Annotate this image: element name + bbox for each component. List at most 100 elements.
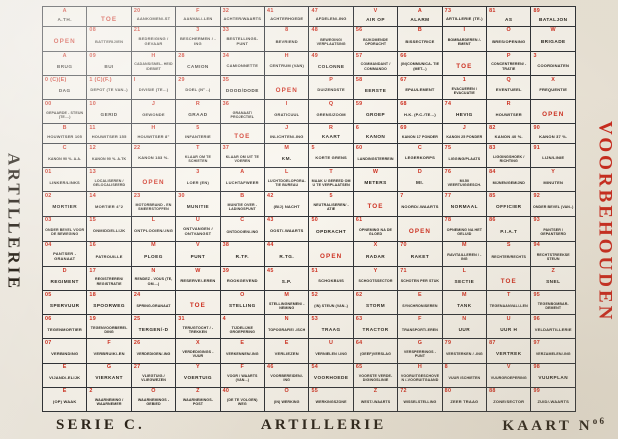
code-cell[interactable]: P CONCENTREREN/ -TRATIE: [486, 51, 532, 77]
code-cell[interactable]: 25 TERGEN/-D: [130, 314, 177, 340]
code-cell[interactable]: 95 TEGENBOMBAR- DEMENT: [530, 290, 576, 316]
code-cell[interactable]: 08 BATTERIJ/EN: [86, 25, 132, 53]
code-cell[interactable]: C LEGERKORPS: [397, 143, 443, 169]
code-cell[interactable]: F TRANSPORT/-EREN: [397, 314, 443, 340]
code-cell[interactable]: TOE: [86, 6, 132, 27]
code-cell[interactable]: 62 STORM: [352, 290, 399, 316]
code-cell[interactable]: Q GRENS/ZOOM: [308, 99, 354, 125]
code-cell[interactable]: N RENDEZ - VOUS (TE, OM....): [130, 266, 177, 292]
code-cell[interactable]: P DUIZENDSTE: [308, 75, 354, 101]
code-cell[interactable]: 5 NEUTRALISEREN/ -ATIE: [308, 191, 354, 217]
code-cell[interactable]: 1 (C)(F.) DEPOT (TE VAN..): [86, 75, 132, 101]
code-cell[interactable]: V AIR OP: [352, 6, 399, 27]
code-cell[interactable]: 17 REGISTREREN/ REGISTRATIE: [86, 266, 132, 292]
code-cell[interactable]: V PUNT: [175, 240, 221, 268]
code-cell[interactable]: C KANON 90 %. A.A.: [41, 143, 88, 169]
code-cell[interactable]: O STELLING: [219, 290, 266, 316]
code-cell[interactable]: 55 WERKINGSZONE: [308, 386, 354, 413]
code-cell[interactable]: L LUCHTDOELOPGRA- TIE BUREAU: [264, 167, 310, 193]
code-cell[interactable]: 50 OPDRACHT: [308, 215, 354, 242]
code-cell[interactable]: A BRUG: [41, 51, 88, 77]
code-cell[interactable]: 80 ZEER TRAAG: [441, 386, 488, 413]
code-cell[interactable]: C ONTDOOIEN/-ING: [219, 215, 266, 242]
code-cell[interactable]: 30 MUNITIE: [175, 191, 221, 217]
code-cell[interactable]: G VERSPERRINGS - PUNT: [397, 338, 443, 364]
code-cell[interactable]: 7 NOORD/-WAARTS: [397, 191, 443, 217]
code-cell[interactable]: 01 LINKER/LINKS: [41, 167, 88, 193]
code-cell[interactable]: 28 CAMION: [175, 51, 221, 77]
code-cell[interactable]: L SECTIE: [441, 266, 488, 292]
code-cell[interactable]: 16 PATROUILLE: [86, 240, 132, 268]
code-cell[interactable]: O BRES/OPENING: [486, 25, 532, 53]
code-cell[interactable]: 0 (C)(E) DAG: [41, 75, 88, 101]
code-cell[interactable]: Y MINUTEN: [530, 167, 576, 193]
code-cell[interactable]: 3 BESCHERMEN / -ING: [175, 25, 221, 53]
code-cell[interactable]: 96 VELDARTILLERIE: [530, 314, 576, 340]
code-cell[interactable]: Y VOERTUIG: [175, 362, 221, 388]
code-cell[interactable]: 69 KANON 17 PONDER: [397, 123, 443, 145]
code-cell[interactable]: 21 BEDREIGING / GEVAAR: [130, 25, 177, 53]
code-cell[interactable]: 43 OOST/-WAARTS: [264, 215, 310, 242]
code-cell[interactable]: B HOUWITSER 105: [41, 123, 88, 145]
code-cell[interactable]: 36 GRANAAT/ PROJECTIEL: [219, 99, 266, 125]
code-cell[interactable]: 5 KORTE GRENS: [308, 143, 354, 169]
code-cell[interactable]: 8 BEVRIEND: [264, 25, 310, 53]
code-cell[interactable]: OPEN: [530, 99, 576, 125]
code-cell[interactable]: U ONTVANGEN / ONTVANGST: [175, 215, 221, 242]
code-cell[interactable]: 06 TEGENMORTIER: [41, 314, 88, 340]
code-cell[interactable]: X VERDEDIGINGS - VUUR: [175, 338, 221, 364]
code-cell[interactable]: 51 SCHOKBUIS: [308, 266, 354, 292]
code-cell[interactable]: U UUR H: [486, 314, 532, 340]
code-cell[interactable]: I DIVISIE (TE...): [130, 75, 177, 101]
code-cell[interactable]: 56 BIJKOMENDE OPDRACHT: [352, 25, 399, 53]
code-cell[interactable]: 66 (IN)COMMUNICA- TIE (MET...): [397, 51, 443, 77]
code-cell[interactable]: 67 EPAULEMENT: [397, 75, 443, 101]
code-cell[interactable]: 83 LIGGINGSHOEK / RICHTING: [486, 143, 532, 169]
code-cell[interactable]: H CENTRUM (VAN): [264, 51, 310, 77]
code-cell[interactable]: H CADANS/SNEL- HEID /DEBIET: [130, 51, 177, 77]
code-cell[interactable]: OPEN: [264, 75, 310, 101]
code-cell[interactable]: 90 KANON 37 %.: [530, 123, 576, 145]
code-cell[interactable]: R KAART: [308, 123, 354, 145]
code-cell[interactable]: 57 COMMANDANT / COMMANDO: [352, 51, 399, 77]
code-cell[interactable]: I BOMBARDEREN /-EMENT: [441, 25, 488, 53]
code-cell[interactable]: 97 VERZAMELEN/-ING: [530, 338, 576, 364]
code-cell[interactable]: A LUCHTAFWEER: [219, 167, 266, 193]
code-cell[interactable]: J GEWONDE: [130, 99, 177, 125]
code-cell[interactable]: F VOOR / WAARTS (VAN...): [219, 362, 266, 388]
code-cell[interactable]: F AANVAL/-LEN: [175, 6, 221, 27]
code-cell[interactable]: E SYNCHRONISEREN: [397, 290, 443, 316]
code-cell[interactable]: 76 MI.50 VEERTUIGGESCH.: [441, 167, 488, 193]
code-cell[interactable]: 53 TRAAG: [308, 314, 354, 340]
code-cell[interactable]: 93 PANTSER / GEPANTSERD: [530, 215, 576, 242]
code-cell[interactable]: 22 KANON 183 %.: [130, 143, 177, 169]
code-cell[interactable]: Z WEST/-WAARTS: [352, 386, 399, 413]
code-cell[interactable]: 31 TERUGTOCHT / -TREKKEN: [175, 314, 221, 340]
code-cell[interactable]: A ALARM: [397, 6, 443, 27]
code-cell[interactable]: 46 VOORBEREIDEN/- ING: [264, 362, 310, 388]
code-cell[interactable]: J KANON 25 PONDER: [441, 123, 488, 145]
code-cell[interactable]: M KM.: [264, 143, 310, 169]
code-cell[interactable]: Z SNEL: [530, 266, 576, 292]
code-cell[interactable]: 26 VERDEDIGEN/-ING: [130, 338, 177, 364]
code-cell[interactable]: TOE: [175, 290, 221, 316]
code-cell[interactable]: 59 GROEP: [352, 99, 399, 125]
code-cell[interactable]: R GRAAD: [175, 99, 221, 125]
code-cell[interactable]: M RAVITAILLEREN / -ING: [441, 240, 488, 268]
code-cell[interactable]: H HOUWITSER 8": [130, 123, 177, 145]
code-cell[interactable]: 15 ONMIDDELLIJK: [86, 215, 132, 242]
code-cell[interactable]: 64 (GEEF)VERSLAG: [352, 338, 399, 364]
code-cell[interactable]: 78 OPNEMING NA HET GELUID: [441, 215, 488, 242]
code-cell[interactable]: 77 NORMAAL: [441, 191, 488, 217]
code-cell[interactable]: V VUURGROEPERING: [486, 362, 532, 388]
code-cell[interactable]: 32 ACHTER/WAARTS: [219, 6, 266, 27]
code-cell[interactable]: E (OP) WAAK: [41, 386, 88, 413]
code-cell[interactable]: I GRATICUUL: [264, 99, 310, 125]
code-cell[interactable]: 58 EERSTE: [352, 75, 399, 101]
code-cell[interactable]: 24 SPRING-GRANAAT: [130, 290, 177, 316]
code-cell[interactable]: 71 SCHOTEN PER STUK: [397, 266, 443, 292]
code-cell[interactable]: 19 TEGENVOORBEREI- DING: [86, 314, 132, 340]
code-cell[interactable]: 99 ZUID/-WAARTS: [530, 386, 576, 413]
code-cell[interactable]: H VOORUITGESCHOVEN /-VOORUITGAAND: [397, 362, 443, 388]
code-cell[interactable]: 89 BATALJON: [530, 6, 576, 27]
